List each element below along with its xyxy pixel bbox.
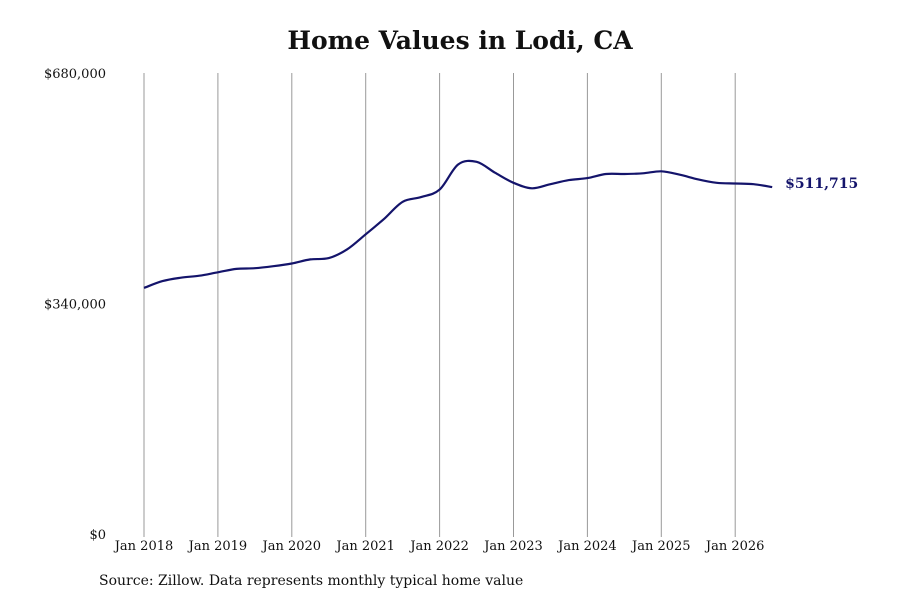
x-tick-label: Jan 2020	[261, 539, 322, 554]
x-tick-label: Jan 2025	[630, 539, 691, 554]
series	[143, 159, 773, 289]
x-tick-label: Jan 2026	[704, 539, 765, 554]
y-tick-label: $0	[89, 528, 106, 543]
x-tick-label: Jan 2019	[187, 539, 248, 554]
y-axis: $0 $340,000 $680,000	[44, 67, 106, 543]
y-tick-label: $680,000	[44, 67, 106, 82]
end-value-label: $511,715	[785, 176, 858, 192]
chart-title: Home Values in Lodi, CA	[287, 26, 633, 55]
x-tick-label: Jan 2024	[556, 539, 617, 554]
gridlines	[143, 73, 736, 537]
series-line	[143, 159, 773, 289]
x-axis: Jan 2018 Jan 2019 Jan 2020 Jan 2021 Jan 2022…	[113, 539, 765, 554]
x-tick-label: Jan 2018	[113, 539, 174, 554]
annotations: $511,715	[785, 176, 858, 192]
y-tick-label: $340,000	[44, 298, 106, 313]
x-tick-label: Jan 2021	[334, 539, 395, 554]
x-tick-label: Jan 2022	[408, 539, 469, 554]
x-tick-label: Jan 2023	[482, 539, 543, 554]
source-note: Source: Zillow. Data represents monthly …	[99, 573, 524, 589]
